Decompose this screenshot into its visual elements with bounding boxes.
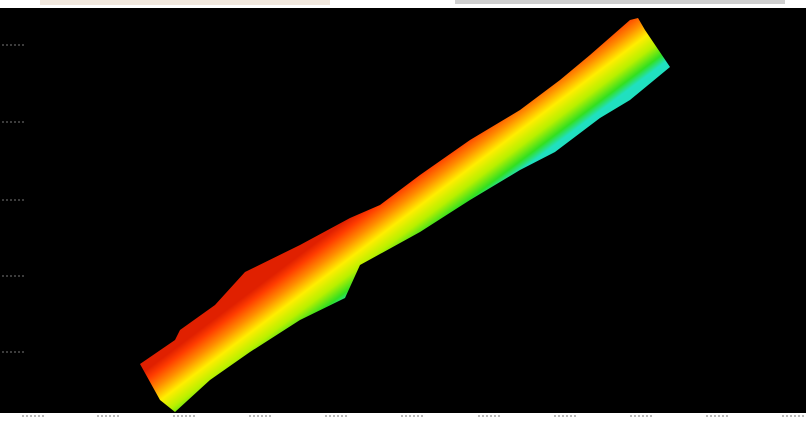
- visualization: [0, 0, 806, 427]
- header-fragment: [455, 0, 785, 4]
- header-fragment: [40, 0, 330, 5]
- screenshot: [0, 0, 806, 427]
- bottom-margin: [0, 413, 806, 427]
